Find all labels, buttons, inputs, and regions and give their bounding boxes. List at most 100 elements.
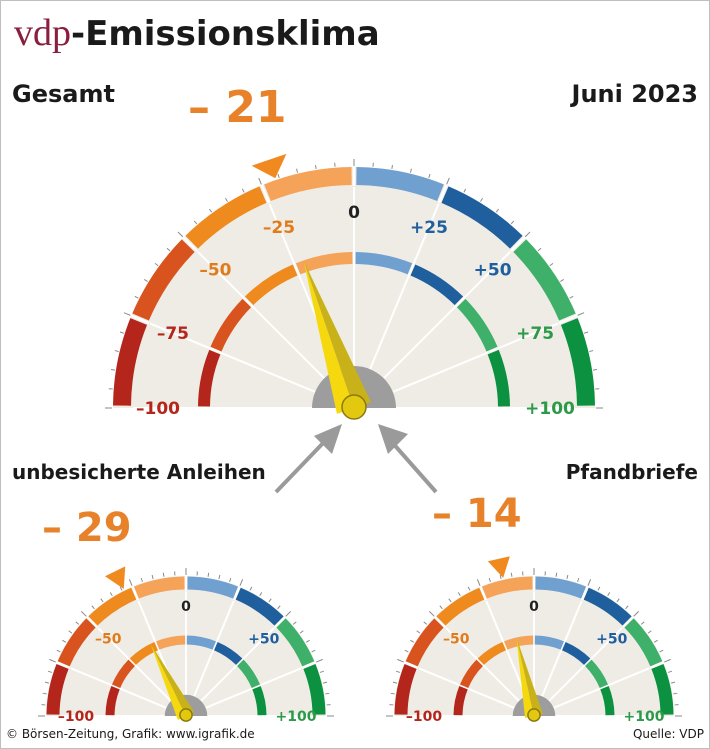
scale-tick (300, 631, 303, 633)
tick-label: +100 (276, 709, 317, 725)
needle-pivot (342, 395, 366, 419)
tick-label: 0 (348, 203, 360, 223)
scale-tick (634, 611, 639, 616)
scale-tick (608, 592, 610, 595)
scale-tick (593, 370, 597, 371)
scale-tick (62, 640, 65, 642)
scale-tick (167, 248, 170, 251)
tick-label: –50 (443, 631, 470, 647)
scale-tick (297, 169, 298, 173)
scale-tick (49, 659, 55, 662)
tick-label: +100 (525, 399, 575, 419)
scale-tick (511, 221, 514, 224)
scale-tick (43, 693, 47, 694)
scale-tick (208, 573, 209, 577)
tick-label: –75 (157, 324, 189, 344)
scale-tick (69, 631, 72, 633)
scale-tick (589, 351, 593, 352)
scale-tick (269, 599, 271, 602)
overall-label: Gesamt (12, 82, 115, 106)
scale-tick (141, 578, 142, 582)
tick-label: –100 (58, 709, 94, 725)
source-label: Quelle: VDP (633, 728, 704, 740)
scale-tick (668, 671, 672, 672)
scale-tick (242, 189, 244, 193)
scale-tick (391, 693, 395, 694)
scale-tick (397, 659, 403, 662)
left-value: – 29 (42, 508, 132, 548)
scale-tick (110, 592, 112, 595)
scale-tick (671, 682, 675, 683)
tick-label: +50 (248, 631, 279, 647)
scale-tick (250, 587, 252, 591)
scale-tick (129, 579, 132, 585)
scale-tick (124, 313, 130, 316)
scale-tick (477, 579, 480, 585)
tick-label: –25 (263, 218, 295, 238)
tick-label: –100 (136, 399, 180, 419)
scale-tick (538, 248, 541, 251)
scale-tick (511, 573, 512, 577)
scale-tick (567, 575, 568, 579)
tick-label: 0 (529, 599, 539, 615)
tick-label: +100 (624, 709, 665, 725)
scale-tick (101, 599, 103, 602)
scale-tick (219, 575, 220, 579)
scale-tick (410, 640, 413, 642)
scale-tick (259, 178, 262, 184)
brand-logo-text: vdp (14, 12, 71, 54)
right-gauge: –100–500+50+100 (384, 548, 680, 724)
scale-tick (405, 650, 409, 652)
scale-tick (312, 650, 316, 652)
main-gauge: –100–75–50–250+25+50+75+100 (104, 150, 604, 430)
scale-tick (155, 263, 158, 265)
scale-tick (410, 169, 411, 173)
scale-tick (81, 611, 86, 616)
needle-pivot (180, 709, 192, 721)
right-value: – 14 (432, 494, 522, 534)
scale-tick (396, 671, 400, 672)
scale-tick (316, 659, 322, 662)
scale-tick (489, 578, 490, 582)
tick-label: +25 (410, 218, 448, 238)
scale-tick (500, 575, 501, 579)
page-title: vdp-Emissionsklima (14, 14, 380, 52)
scale-tick (325, 693, 329, 694)
scale-tick (673, 693, 677, 694)
scale-tick (278, 606, 281, 609)
scale-tick (393, 682, 397, 683)
scale-tick (152, 575, 153, 579)
scale-tick (286, 611, 291, 616)
scale-tick (496, 209, 498, 212)
tick-label: +75 (516, 324, 554, 344)
scale-tick (480, 198, 482, 201)
scale-tick (194, 221, 197, 224)
scale-tick (440, 606, 443, 609)
arrow-left-up-icon (270, 420, 350, 500)
needle-pivot (528, 709, 540, 721)
scale-tick (578, 313, 584, 316)
scale-tick (578, 578, 579, 582)
scale-tick (417, 631, 420, 633)
scale-tick (225, 198, 227, 201)
scale-tick (468, 587, 470, 591)
tick-label: –100 (406, 709, 442, 725)
scale-tick (447, 178, 450, 184)
scale-tick (458, 592, 460, 595)
arrow-right-up-icon (370, 420, 450, 500)
scale-tick (560, 279, 563, 281)
scale-tick (424, 622, 427, 625)
title-text: -Emissionsklima (71, 14, 380, 54)
scale-tick (278, 174, 279, 178)
scale-tick (660, 650, 664, 652)
scale-tick (45, 682, 49, 683)
scale-tick (48, 671, 52, 672)
scale-tick (144, 279, 147, 281)
scale-tick (429, 174, 430, 178)
main-value: – 21 (188, 86, 287, 130)
scale-tick (115, 351, 119, 352)
scale-tick (392, 165, 393, 169)
scale-tick (209, 209, 211, 212)
scale-tick (429, 611, 434, 616)
scale-tick (135, 296, 139, 298)
